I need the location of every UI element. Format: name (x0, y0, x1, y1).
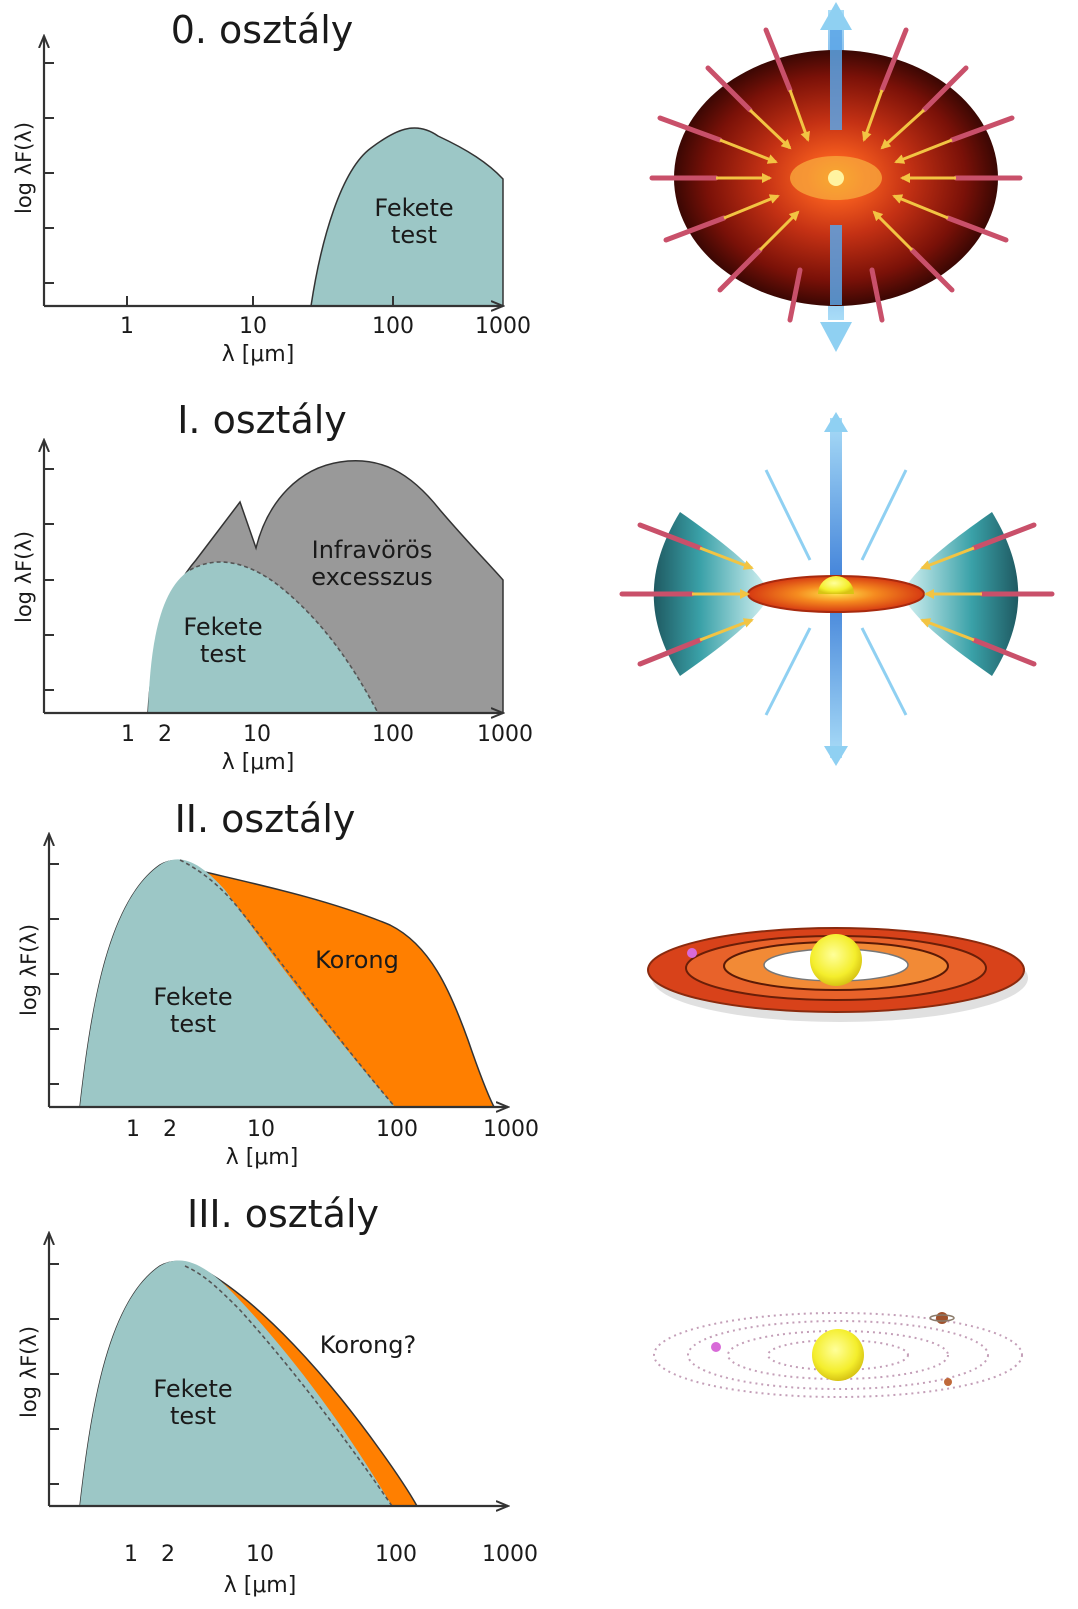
panel-class-III: III. osztály 1 2 10 100 1000 λ [μm] log … (17, 1192, 538, 1598)
x-tick-label: 2 (158, 722, 172, 747)
blackbody-curve (80, 859, 395, 1107)
x-tick-label: 10 (243, 722, 271, 747)
region-label-blackbody-line1: Fekete (374, 194, 453, 222)
x-tick-label: 1000 (483, 1117, 539, 1142)
jet-overlay-down (830, 225, 842, 305)
panel-class-0: 0. osztály 1 10 100 1000 λ [μm] log λF(λ… (12, 8, 531, 367)
x-tick-label: 1000 (475, 314, 531, 339)
y-axis-label: log λF(λ) (12, 531, 36, 623)
region-label-blackbody-line1: Fekete (153, 983, 232, 1011)
jet-arrowhead-down (820, 322, 852, 352)
panel-title: II. osztály (175, 797, 356, 841)
region-label-blackbody-line1: Fekete (183, 613, 262, 641)
bipolar-outflow-illustration (619, 412, 1055, 766)
region-label-excess-line1: Infravörös (312, 536, 433, 564)
planet-ring (929, 1314, 955, 1322)
protostar-envelope-illustration (649, 2, 1023, 352)
planet (711, 1342, 721, 1352)
jet-arrowhead-down (824, 746, 848, 766)
blackbody-boundary (189, 561, 379, 714)
planetary-system-illustration (653, 1312, 1023, 1398)
star (810, 934, 862, 986)
planet (936, 1312, 948, 1324)
x-tick-label: 1 (120, 314, 134, 339)
x-axis-label: λ [μm] (222, 342, 295, 367)
x-tick-label: 1000 (477, 722, 533, 747)
y-axis-label: log λF(λ) (17, 1326, 41, 1418)
x-tick-label: 10 (247, 1117, 275, 1142)
region-label-excess-line2: excesszus (311, 563, 432, 591)
x-axis-label: λ [μm] (224, 1573, 297, 1598)
x-axis-label: λ [μm] (226, 1145, 299, 1170)
infall-arrows (649, 27, 1023, 323)
region-label-blackbody-line2: test (170, 1010, 216, 1038)
region-label-blackbody-line2: test (170, 1402, 216, 1430)
blackbody-curve (148, 562, 378, 713)
region-label-blackbody-line2: test (391, 221, 437, 249)
blackbody-curve (80, 1260, 392, 1506)
region-label-disk: Korong (315, 946, 399, 974)
planet (687, 948, 697, 958)
outflow-streamlines (764, 469, 908, 716)
panel-title: III. osztály (187, 1192, 379, 1236)
jet-arrowhead-up (824, 412, 848, 432)
protostar (828, 170, 844, 186)
blackbody-boundary (184, 1265, 393, 1507)
x-tick-label: 2 (163, 1117, 177, 1142)
protoplanetary-disk-illustration (647, 927, 1028, 1022)
x-tick-label: 1000 (482, 1542, 538, 1567)
region-label-blackbody-line1: Fekete (153, 1375, 232, 1403)
blackbody-boundary (179, 859, 396, 1108)
x-tick-label: 10 (246, 1542, 274, 1567)
x-tick-label: 100 (372, 722, 414, 747)
jet-overlay-up (830, 30, 842, 130)
panel-class-I: I. osztály 1 2 10 100 1000 λ [μm] log λF… (12, 398, 533, 775)
x-tick-label: 100 (372, 314, 414, 339)
panel-class-II: II. osztály 1 2 10 100 1000 λ [μm] log λ… (17, 797, 539, 1170)
region-label-disk: Korong? (320, 1331, 416, 1359)
x-tick-label: 2 (161, 1542, 175, 1567)
infall-arrows-inner (716, 89, 956, 252)
x-tick-label: 1 (126, 1117, 140, 1142)
x-tick-label: 1 (121, 722, 135, 747)
x-tick-label: 10 (239, 314, 267, 339)
y-axis-label: log λF(λ) (12, 122, 36, 214)
infall-arrows (619, 522, 1055, 667)
panel-title: I. osztály (177, 398, 347, 442)
x-tick-label: 100 (375, 1542, 417, 1567)
x-axis-label: λ [μm] (222, 750, 295, 775)
y-axis-label: log λF(λ) (17, 924, 41, 1016)
panel-title: 0. osztály (171, 8, 354, 52)
infall-arrows-inner (692, 546, 982, 642)
region-label-blackbody-line2: test (200, 640, 246, 668)
planet (944, 1378, 952, 1386)
jet-arrowhead-up (820, 2, 852, 30)
star (812, 1329, 864, 1381)
x-tick-label: 1 (124, 1542, 138, 1567)
blackbody-curve (310, 127, 504, 307)
protostar (818, 576, 854, 594)
x-tick-label: 100 (376, 1117, 418, 1142)
